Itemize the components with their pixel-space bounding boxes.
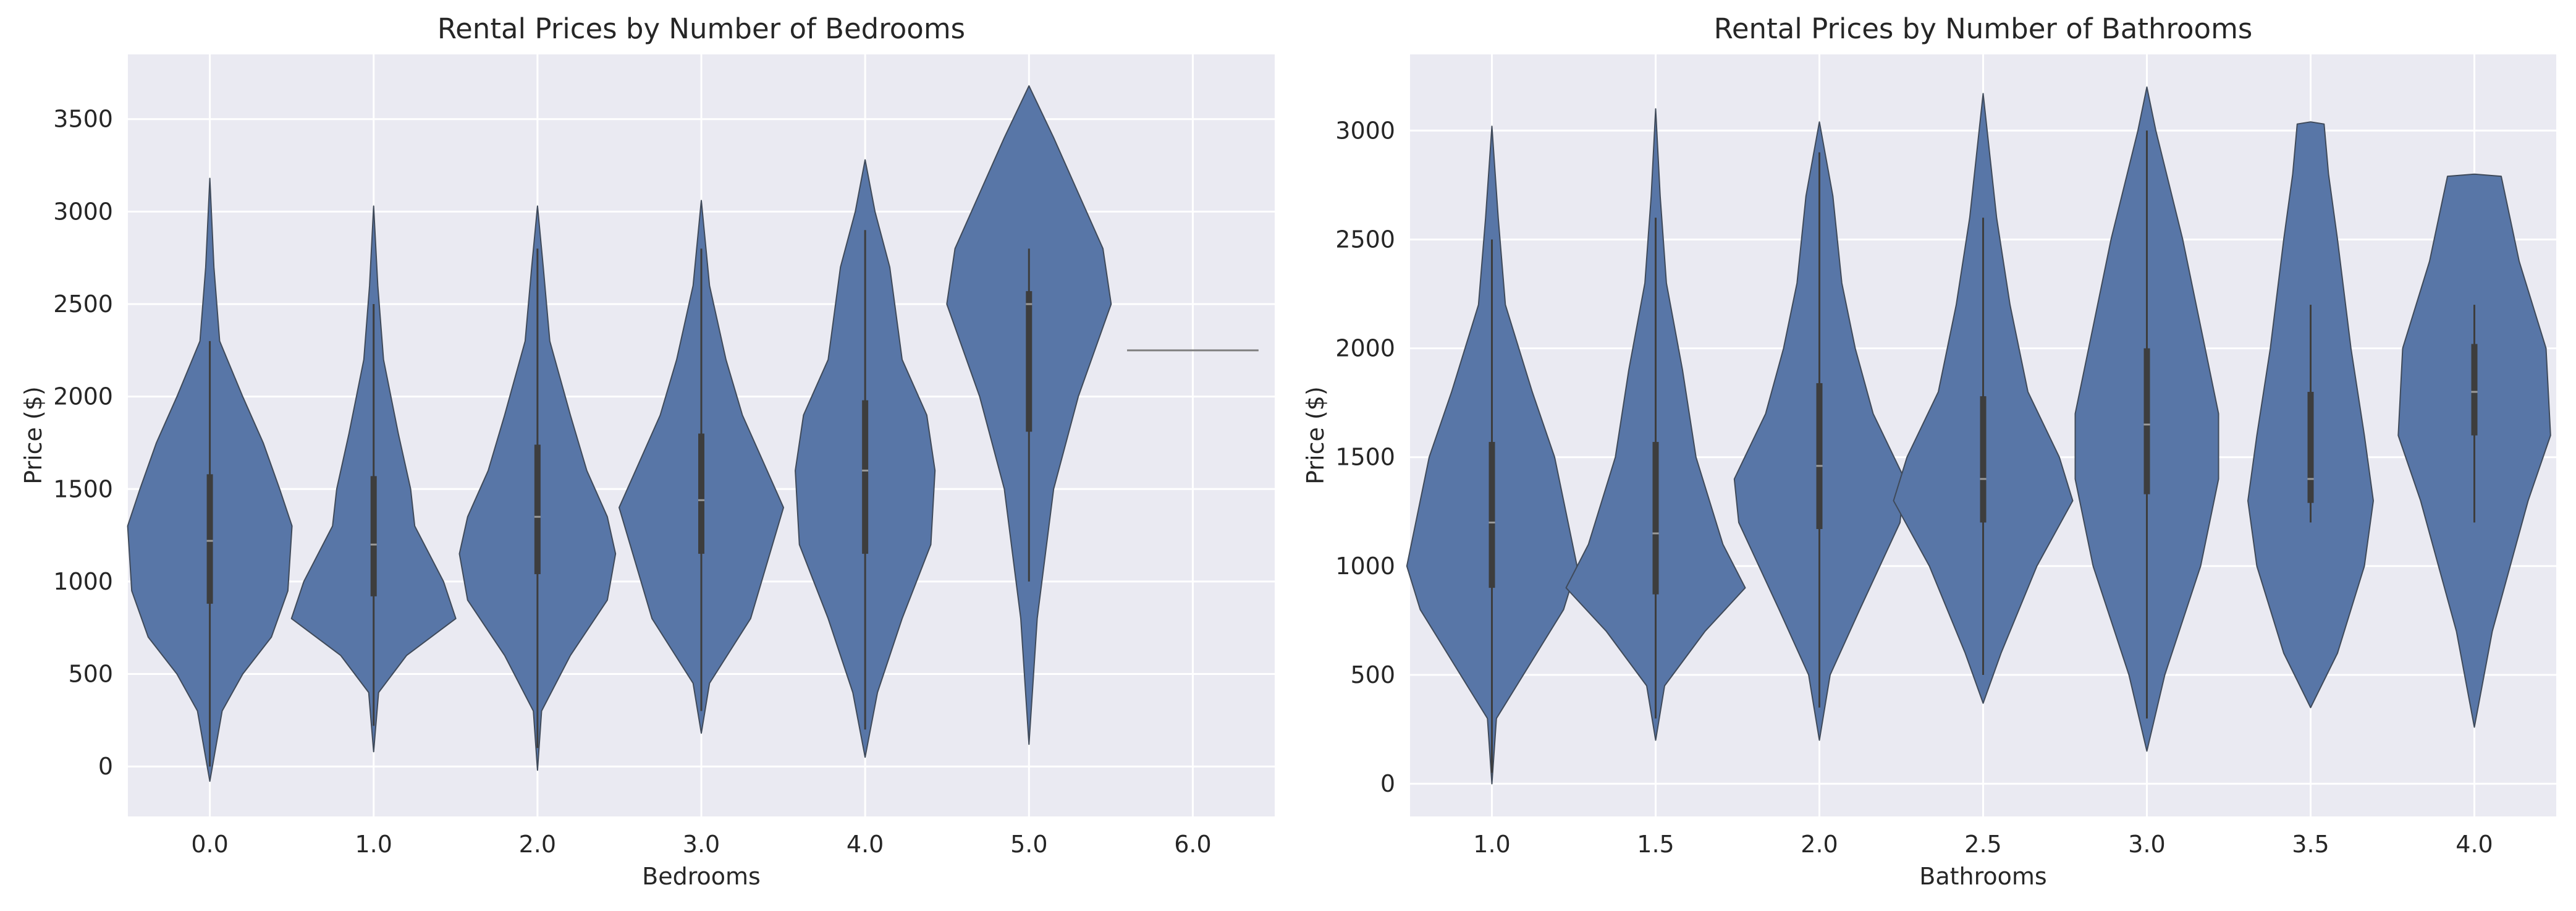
violin-iqr-box [1026,291,1033,432]
x-axis-label: Bedrooms [642,863,761,890]
x-tick-label: 1.0 [1473,831,1510,858]
y-tick-label: 2000 [1335,335,1395,362]
y-tick-label: 3000 [53,198,113,225]
violin-iqr-box [1816,383,1823,529]
y-tick-labels: 0 500 1000 1500 2000 2500 3000 [1335,117,1395,797]
chart-title: Rental Prices by Number of Bedrooms [437,12,965,45]
x-tick-label: 0.0 [191,831,228,858]
x-tick-label: 2.0 [1801,831,1838,858]
violin-iqr-box [1652,442,1659,595]
y-tick-label: 1500 [53,475,113,502]
y-tick-label: 1000 [1335,553,1395,580]
violin-iqr-box [698,433,704,554]
x-tick-label: 3.0 [2128,831,2165,858]
y-axis-label: Price ($) [1302,386,1329,485]
x-tick-label: 5.0 [1010,831,1047,858]
x-axis-label: Bathrooms [1919,863,2046,890]
violin-iqr-box [862,400,869,554]
violin-iqr-box [1980,396,1987,523]
y-tick-label: 2500 [53,290,113,318]
violin-iqr-box [206,474,213,604]
violin-iqr-box [370,476,377,596]
y-tick-label: 0 [1380,770,1395,797]
x-tick-label: 4.0 [847,831,884,858]
x-tick-label: 2.0 [519,831,556,858]
chart-title: Rental Prices by Number of Bathrooms [1714,12,2253,45]
y-tick-label: 1000 [53,568,113,595]
violin-iqr-box [534,444,541,574]
x-tick-label: 1.0 [355,831,392,858]
x-tick-label: 3.5 [2292,831,2329,858]
x-tick-label: 6.0 [1174,831,1211,858]
bathrooms-violin-chart: 0 500 1000 1500 2000 2500 3000 1.0 1.5 2.0 2.5 3.0… [1302,12,2556,890]
violin-iqr-box [2471,344,2478,436]
x-tick-label: 1.5 [1637,831,1674,858]
y-tick-label: 1500 [1335,444,1395,471]
y-tick-label: 2500 [1335,226,1395,253]
bedrooms-violin-chart: 0 500 1000 1500 2000 2500 3000 3500 0.0 1.0 2.0 3.… [20,12,1275,890]
y-tick-label: 0 [98,753,113,780]
y-axis-label: Price ($) [20,386,47,485]
x-tick-label: 4.0 [2456,831,2493,858]
y-tick-label: 3000 [1335,117,1395,144]
x-tick-label: 2.5 [1964,831,2001,858]
y-tick-labels: 0 500 1000 1500 2000 2500 3000 3500 [53,106,113,780]
x-tick-labels: 0.0 1.0 2.0 3.0 4.0 5.0 6.0 [191,831,1211,858]
y-tick-label: 3500 [53,106,113,133]
y-tick-label: 500 [68,661,113,688]
violins [1406,86,2551,785]
x-tick-labels: 1.0 1.5 2.0 2.5 3.0 3.5 4.0 [1473,831,2493,858]
violin-iqr-box [2307,392,2314,503]
y-tick-label: 500 [1350,661,1395,689]
x-tick-label: 3.0 [683,831,720,858]
violin-iqr-box [2143,348,2150,494]
violin-iqr-box [1489,442,1495,588]
y-tick-label: 2000 [53,383,113,410]
violins [127,85,1259,782]
